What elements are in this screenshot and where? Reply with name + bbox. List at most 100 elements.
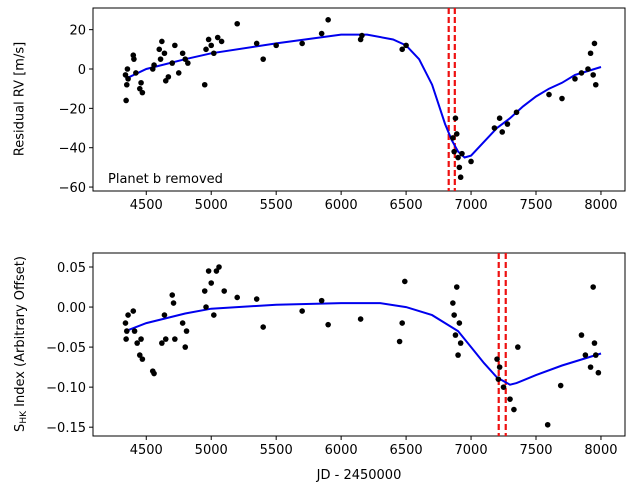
data-point — [211, 50, 217, 57]
data-point — [591, 40, 598, 47]
data-point — [123, 328, 130, 334]
data-point — [403, 42, 409, 49]
data-point — [273, 42, 279, 49]
data-point — [159, 340, 165, 346]
data-point — [125, 312, 131, 318]
data-point — [494, 356, 500, 362]
data-point — [456, 320, 463, 326]
data-point — [201, 81, 208, 88]
data-point — [138, 336, 144, 342]
data-point — [499, 129, 506, 135]
data-point — [592, 352, 599, 358]
data-point — [203, 304, 209, 310]
data-point — [325, 321, 331, 328]
data-point — [511, 406, 517, 413]
data-point — [122, 320, 129, 326]
data-point — [214, 34, 221, 41]
data-point — [203, 46, 209, 53]
y-label-main: S — [13, 424, 28, 432]
data-point — [130, 308, 137, 314]
data-point — [500, 384, 507, 390]
data-point — [183, 328, 190, 334]
data-point — [159, 38, 165, 45]
annotation: Planet b removed — [108, 172, 223, 187]
data-point — [179, 320, 186, 326]
data-point — [185, 60, 191, 66]
data-point — [318, 297, 325, 304]
data-point — [175, 70, 182, 76]
y-tick-label: −60 — [59, 181, 86, 196]
x-tick-label: 8000 — [584, 198, 617, 213]
data-point — [455, 352, 461, 358]
x-tick-label: 5500 — [260, 443, 293, 458]
data-point — [216, 264, 222, 270]
data-point — [559, 95, 565, 102]
x-tick-label: 7500 — [519, 443, 552, 458]
data-point — [122, 72, 129, 78]
x-tick-label: 6000 — [325, 443, 358, 458]
data-point — [124, 66, 131, 72]
data-point — [585, 66, 591, 72]
data-point — [151, 62, 157, 68]
data-point — [151, 370, 157, 377]
data-point — [325, 17, 331, 23]
data-point — [179, 50, 186, 57]
data-point — [123, 81, 130, 88]
data-point — [572, 76, 578, 82]
data-point — [451, 312, 457, 318]
data-point — [182, 56, 189, 62]
y-tick-label: 0.05 — [57, 261, 86, 276]
data-point — [136, 352, 143, 358]
data-point — [213, 268, 220, 274]
x-tick-label: 7500 — [519, 198, 552, 213]
data-point — [161, 312, 168, 318]
y-tick-label: 20 — [69, 24, 86, 39]
data-point — [165, 74, 172, 80]
x-tick-label: 5000 — [195, 443, 228, 458]
data-point — [133, 70, 139, 76]
data-point — [139, 89, 146, 96]
data-point — [260, 324, 266, 330]
data-point — [169, 292, 176, 298]
data-point — [162, 78, 169, 84]
y-axis-label: Residual RV [m/s] — [13, 42, 28, 156]
data-point — [260, 56, 266, 62]
data-point — [170, 300, 177, 306]
data-point — [139, 356, 146, 362]
data-point — [591, 340, 598, 346]
data-point — [544, 421, 551, 428]
y-tick-label: −0.05 — [46, 341, 86, 356]
data-point — [453, 131, 460, 137]
y-tick-label: −20 — [59, 102, 86, 117]
data-point — [136, 85, 143, 92]
data-point — [208, 42, 215, 49]
data-point — [253, 296, 260, 302]
data-point — [455, 154, 461, 161]
data-point — [205, 268, 212, 274]
data-point — [399, 46, 405, 53]
model-curve — [125, 302, 602, 386]
data-point — [201, 288, 208, 294]
data-point — [515, 344, 521, 350]
data-point — [396, 338, 403, 345]
data-point — [299, 40, 305, 47]
data-point — [513, 109, 520, 116]
data-point — [123, 336, 129, 342]
data-point — [221, 288, 228, 294]
data-point — [253, 40, 260, 47]
data-point — [138, 79, 144, 86]
x-tick-label: 5000 — [195, 198, 228, 213]
data-point — [299, 308, 305, 314]
data-point — [125, 76, 131, 82]
y-tick-label: 0.00 — [57, 301, 86, 316]
data-point — [161, 50, 168, 57]
data-point — [156, 46, 163, 53]
data-point — [131, 56, 137, 62]
x-tick-label: 7000 — [455, 443, 488, 458]
x-tick-label: 6000 — [325, 198, 358, 213]
data-point — [587, 50, 594, 57]
data-point — [495, 376, 502, 382]
data-point — [218, 38, 225, 45]
data-point — [169, 60, 176, 66]
